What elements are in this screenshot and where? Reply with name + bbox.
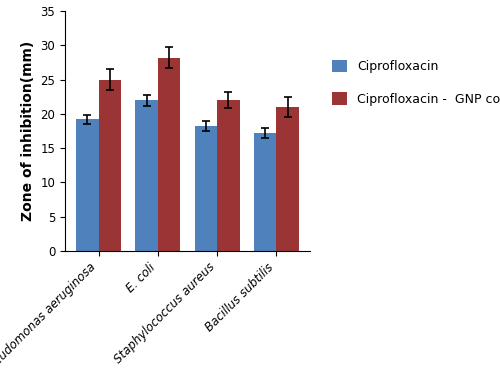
Bar	[158, 58, 180, 251]
Y-axis label: Zone of inhibition(mm): Zone of inhibition(mm)	[21, 41, 35, 221]
Bar	[194, 126, 217, 251]
Bar	[276, 107, 299, 251]
Bar	[254, 133, 276, 251]
Legend: Ciprofloxacin, Ciprofloxacin -  GNP conjugate: Ciprofloxacin, Ciprofloxacin - GNP conju…	[326, 53, 500, 112]
Bar	[76, 119, 98, 251]
Bar	[217, 100, 240, 251]
Bar	[136, 100, 158, 251]
Bar	[98, 80, 121, 251]
